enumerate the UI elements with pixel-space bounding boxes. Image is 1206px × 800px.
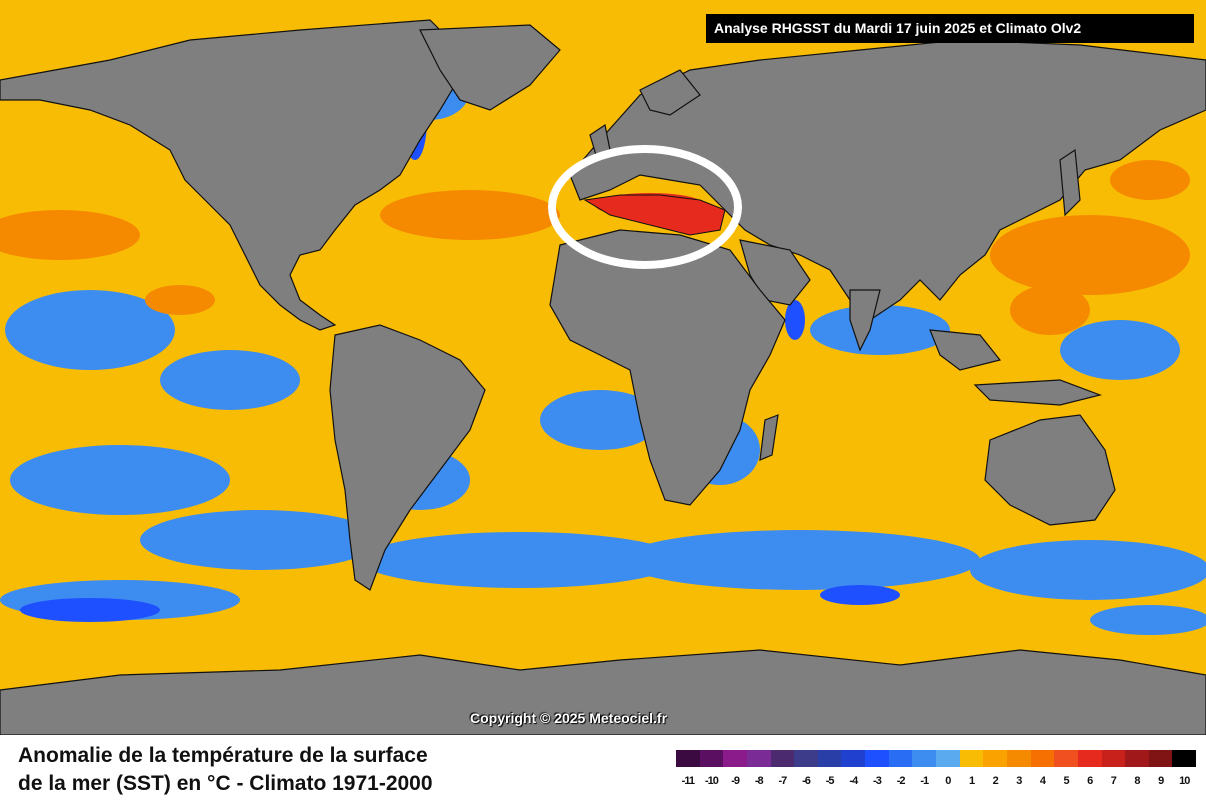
legend-swatch	[865, 750, 889, 767]
legend-swatch	[1006, 750, 1031, 767]
legend-label: 0	[945, 775, 951, 787]
legend-label: 8	[1134, 775, 1140, 787]
legend-label: -11	[681, 775, 695, 787]
legend-swatch	[794, 750, 818, 767]
legend-swatch	[1172, 750, 1197, 767]
legend-swatch	[912, 750, 937, 767]
legend-label: 5	[1063, 775, 1070, 787]
australia	[984, 414, 1116, 526]
map-title-line2: de la mer (SST) en °C - Climato 1971-200…	[18, 772, 433, 795]
land-masses	[0, 19, 1206, 735]
legend-label: -6	[802, 775, 811, 787]
warm-anomaly-patches	[0, 160, 1190, 335]
south-america	[329, 324, 486, 591]
madagascar	[759, 414, 779, 461]
legend-swatch	[1077, 750, 1102, 767]
legend-swatch	[1101, 750, 1126, 767]
japan	[1059, 148, 1081, 217]
legend-label: -7	[778, 775, 787, 787]
legend-label: -3	[873, 775, 882, 787]
analysis-header: Analyse RHGSST du Mardi 17 juin 2025 et …	[706, 14, 1194, 43]
legend-swatch	[936, 750, 960, 767]
indonesia	[973, 379, 1103, 406]
scandinavia	[639, 69, 701, 116]
legend-label: -9	[731, 775, 740, 787]
legend-label: -1	[920, 775, 929, 787]
legend-label: -8	[754, 775, 764, 787]
legend-swatch	[1148, 750, 1173, 767]
legend-labels: -11 -10 -9 -8 -7 -6 -5 -4 -3 -2 -1 0 1 2 3 4 5 6 7 8 9 10	[676, 775, 1196, 787]
legend-swatch	[699, 750, 724, 767]
legend-label: -5	[825, 775, 835, 787]
legend-swatch	[676, 750, 700, 767]
map-title-line1: Anomalie de la température de la surface	[18, 744, 428, 767]
legend-swatch	[959, 750, 984, 767]
copyright-text: Copyright © 2025 Meteociel.fr	[470, 710, 668, 726]
legend-label: 3	[1016, 775, 1022, 787]
india	[849, 289, 881, 352]
legend-swatch	[1125, 750, 1149, 767]
southeast-asia	[929, 329, 1002, 371]
map-title: Anomalie de la température de la surface…	[18, 742, 433, 798]
legend-label: -10	[705, 775, 719, 787]
legend-label: 7	[1110, 775, 1117, 787]
legend-swatch	[746, 750, 771, 767]
legend-color-bar	[676, 750, 1197, 767]
legend-swatch	[841, 750, 866, 767]
legend-label: -2	[896, 775, 906, 787]
legend-swatch	[723, 750, 747, 767]
legend-swatch	[1054, 750, 1078, 767]
legend-swatch	[1030, 750, 1055, 767]
map-graphic	[0, 19, 1206, 735]
legend-swatch	[770, 750, 795, 767]
mediterranean-sea	[583, 194, 726, 236]
arabia	[739, 239, 811, 306]
legend-swatch	[888, 750, 913, 767]
color-legend: -11 -10 -9 -8 -7 -6 -5 -4 -3 -2 -1 0 1 2 3 4 5 6 7 8 9 10	[676, 750, 1197, 798]
sst-anomaly-map: Analyse RHGSST du Mardi 17 juin 2025 et …	[0, 0, 1206, 735]
africa	[549, 229, 786, 506]
legend-label: 2	[992, 775, 999, 787]
legend-label: 4	[1039, 775, 1046, 787]
legend-swatch	[817, 750, 842, 767]
legend-swatch	[983, 750, 1007, 767]
north-america	[0, 19, 471, 331]
highlight-ring	[548, 145, 742, 269]
legend-label: -4	[849, 775, 858, 787]
legend-label: 10	[1179, 775, 1190, 787]
legend-label: 1	[968, 775, 975, 787]
legend-label: 6	[1087, 775, 1093, 787]
eurasia	[569, 39, 1206, 321]
greenland	[419, 24, 561, 111]
legend-label: 9	[1158, 775, 1164, 787]
antarctica	[0, 649, 1206, 735]
